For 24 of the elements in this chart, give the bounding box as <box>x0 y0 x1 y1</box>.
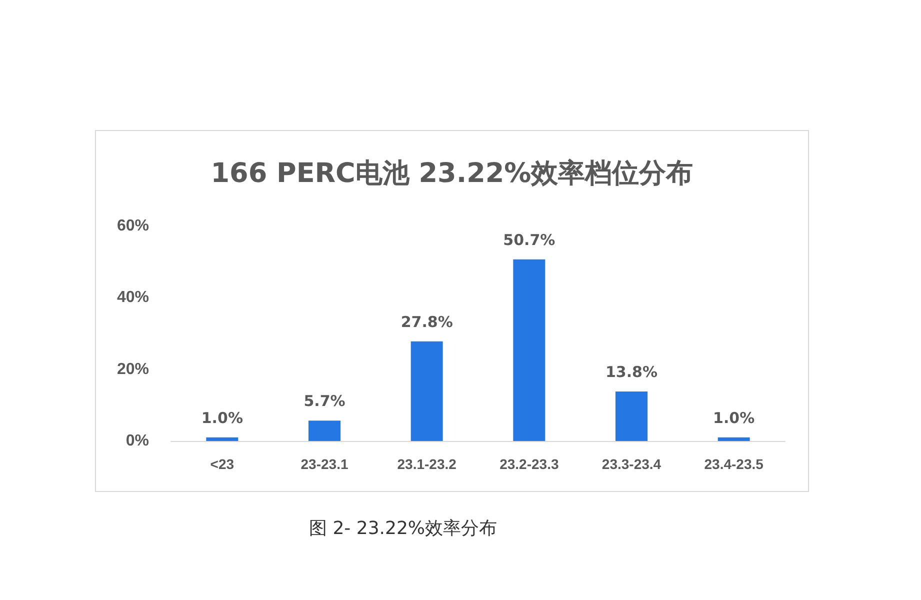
x-tick-label: 23-23.1 <box>300 456 348 472</box>
x-tick-label: <23 <box>210 456 234 472</box>
bar <box>616 392 648 441</box>
y-tick-label: 60% <box>116 218 149 234</box>
bar <box>718 437 750 441</box>
x-tick-label: 23.1-23.2 <box>397 456 457 472</box>
data-label: 50.7% <box>503 230 556 249</box>
chart-title: 166 PERC电池 23.22%效率档位分布 <box>210 158 694 189</box>
data-label: 13.8% <box>605 363 658 382</box>
x-tick-label: 23.2-23.3 <box>500 456 559 472</box>
bar <box>513 259 546 441</box>
caption: 图 2- 23.22%效率分布 <box>308 517 498 540</box>
y-tick-label: 40% <box>116 289 149 306</box>
data-label: 27.8% <box>400 312 453 331</box>
x-tick-label: 23.3-23.4 <box>602 456 662 472</box>
bar <box>308 420 340 441</box>
data-label: 1.0% <box>201 408 243 427</box>
data-label: 1.0% <box>713 408 755 427</box>
bar <box>410 341 443 441</box>
y-tick-label: 20% <box>116 360 149 378</box>
y-tick-label: 0% <box>126 432 149 450</box>
data-label: 5.7% <box>304 392 346 410</box>
bar <box>206 437 238 441</box>
x-tick-label: 23.4-23.5 <box>704 456 764 472</box>
